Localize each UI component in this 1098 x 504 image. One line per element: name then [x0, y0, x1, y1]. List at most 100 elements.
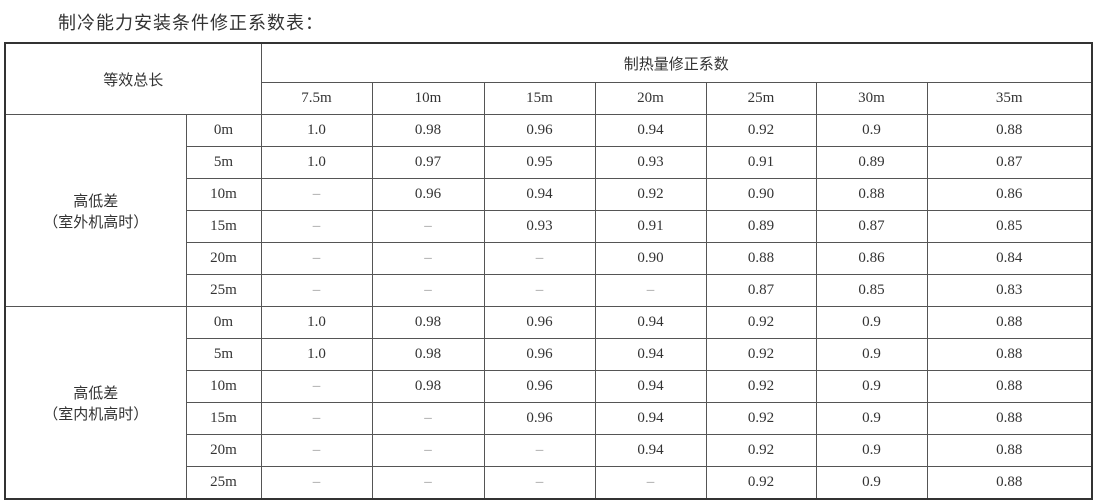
column-header: 30m — [815, 82, 928, 115]
value-cell: 0.94 — [594, 370, 707, 403]
value-cell: 1.0 — [260, 338, 373, 371]
value-cell: – — [260, 178, 373, 211]
value-cell: 0.87 — [705, 274, 817, 307]
value-cell: 0.96 — [483, 306, 596, 339]
height-diff-cell: 5m — [185, 146, 262, 179]
height-diff-cell: 20m — [185, 434, 262, 467]
value-cell: 0.90 — [594, 242, 707, 275]
table-row: 15m – –0.93 0.91 0.89 0.87 0.85 — [5, 210, 1093, 243]
value-cell: 0.88 — [926, 466, 1093, 500]
value-cell: 0.93 — [483, 210, 596, 243]
value-cell: – — [371, 466, 485, 500]
value-cell: – — [371, 402, 485, 435]
value-cell: 0.94 — [483, 178, 596, 211]
value-cell: 0.91 — [705, 146, 817, 179]
table-title: 制冷能力安装条件修正系数表： — [58, 13, 324, 33]
value-cell: 0.86 — [815, 242, 928, 275]
column-header: 20m — [594, 82, 707, 115]
value-cell: 0.92 — [705, 114, 817, 147]
value-cell: – — [483, 274, 596, 307]
value-cell: – — [483, 434, 596, 467]
value-cell: 0.9 — [815, 370, 928, 403]
table-row: 20m – – –0.94 0.92 0.9 0.88 — [5, 434, 1093, 467]
value-cell: 0.88 — [926, 306, 1093, 339]
value-cell: 0.85 — [815, 274, 928, 307]
value-cell: – — [371, 242, 485, 275]
height-diff-cell: 25m — [185, 274, 262, 307]
value-cell: 0.98 — [371, 338, 485, 371]
column-header: 25m — [705, 82, 817, 115]
column-header: 7.5m — [260, 82, 373, 115]
value-cell: 0.94 — [594, 402, 707, 435]
value-cell: 0.92 — [705, 306, 817, 339]
value-cell: 0.9 — [815, 114, 928, 147]
value-cell: – — [594, 466, 707, 500]
value-cell: 1.0 — [260, 114, 373, 147]
value-cell: 0.88 — [705, 242, 817, 275]
value-cell: 1.0 — [260, 306, 373, 339]
value-cell: 0.92 — [705, 466, 817, 500]
value-cell: 0.87 — [815, 210, 928, 243]
value-cell: 0.88 — [926, 434, 1093, 467]
value-cell: 0.9 — [815, 434, 928, 467]
height-diff-cell: 5m — [185, 338, 262, 371]
value-cell: 0.92 — [705, 338, 817, 371]
table-row: 10m –0.98 0.96 0.94 0.92 0.9 0.88 — [5, 370, 1093, 403]
value-cell: 0.89 — [815, 146, 928, 179]
height-diff-cell: 10m — [185, 178, 262, 211]
value-cell: – — [594, 274, 707, 307]
group-label: 高低差 （室外机高时） — [4, 114, 187, 307]
value-cell: 0.89 — [705, 210, 817, 243]
value-cell: 0.92 — [705, 370, 817, 403]
value-cell: 0.92 — [705, 402, 817, 435]
value-cell: – — [260, 242, 373, 275]
table-row: 5m 1.0 0.97 0.95 0.93 0.91 0.89 0.87 — [5, 146, 1093, 179]
value-cell: 0.96 — [483, 402, 596, 435]
value-cell: 0.96 — [371, 178, 485, 211]
group-header: 制热量修正系数 — [260, 42, 1093, 83]
value-cell: – — [260, 466, 373, 500]
value-cell: 0.86 — [926, 178, 1093, 211]
group-label-line1: 高低差 — [73, 385, 119, 402]
value-cell: 0.98 — [371, 370, 485, 403]
height-diff-cell: 15m — [185, 210, 262, 243]
group-label-line1: 高低差 — [73, 193, 119, 210]
height-diff-cell: 15m — [185, 402, 262, 435]
value-cell: 0.87 — [926, 146, 1093, 179]
value-cell: 1.0 — [260, 146, 373, 179]
height-diff-cell: 20m — [185, 242, 262, 275]
value-cell: 0.85 — [926, 210, 1093, 243]
correction-factor-table: 等效总长 制热量修正系数 7.5m 10m 15m 20m 25m 30m 35m 高低差（… — [4, 42, 1093, 500]
value-cell: 0.88 — [815, 178, 928, 211]
value-cell: 0.88 — [926, 402, 1093, 435]
value-cell: 0.88 — [926, 338, 1093, 371]
value-cell: 0.94 — [594, 114, 707, 147]
value-cell: 0.94 — [594, 434, 707, 467]
value-cell: 0.9 — [815, 402, 928, 435]
value-cell: 0.88 — [926, 114, 1093, 147]
value-cell: 0.83 — [926, 274, 1093, 307]
value-cell: 0.91 — [594, 210, 707, 243]
value-cell: 0.84 — [926, 242, 1093, 275]
value-cell: 0.93 — [594, 146, 707, 179]
value-cell: 0.94 — [594, 306, 707, 339]
column-header: 35m — [926, 82, 1093, 115]
value-cell: – — [260, 210, 373, 243]
height-diff-cell: 0m — [185, 114, 262, 147]
value-cell: 0.9 — [815, 306, 928, 339]
value-cell: – — [483, 466, 596, 500]
table-row: 5m 1.0 0.98 0.96 0.94 0.92 0.9 0.88 — [5, 338, 1093, 371]
value-cell: – — [371, 210, 485, 243]
height-diff-cell: 0m — [185, 306, 262, 339]
value-cell: – — [260, 402, 373, 435]
value-cell: 0.9 — [815, 338, 928, 371]
value-cell: 0.96 — [483, 370, 596, 403]
height-diff-cell: 10m — [185, 370, 262, 403]
value-cell: 0.92 — [705, 434, 817, 467]
value-cell: – — [260, 434, 373, 467]
value-cell: – — [371, 434, 485, 467]
value-cell: 0.88 — [926, 370, 1093, 403]
value-cell: 0.98 — [371, 306, 485, 339]
table-row: 高低差 （室内机高时） 0m 1.0 0.98 0.96 0.94 0.92 0.9 0.88 — [4, 306, 1093, 500]
column-header: 15m — [483, 82, 596, 115]
